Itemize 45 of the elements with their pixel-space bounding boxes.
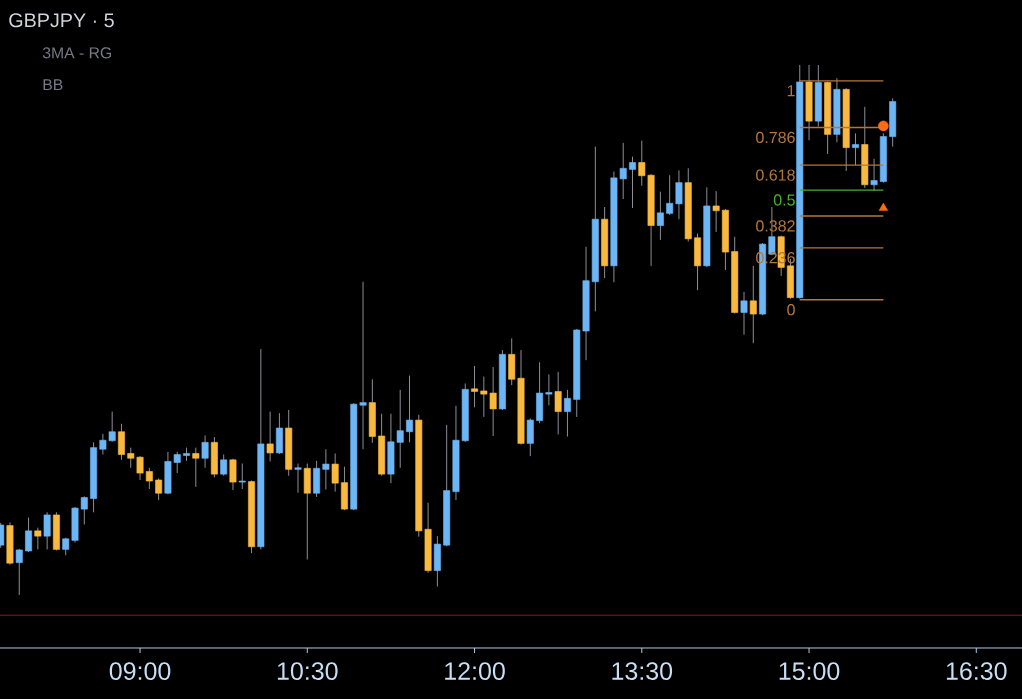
candlestick — [545, 374, 553, 406]
candlestick — [526, 417, 534, 457]
candlestick — [471, 365, 478, 408]
candlestick — [118, 423, 125, 461]
candlestick — [666, 174, 674, 216]
candlestick — [322, 448, 330, 491]
candlestick — [34, 527, 42, 550]
candlestick — [192, 447, 200, 488]
x-tick-label: 16:30 — [946, 662, 1007, 680]
candlestick — [229, 458, 237, 491]
candlestick — [155, 477, 163, 501]
candlestick — [43, 511, 51, 550]
series-label: 0.618 — [756, 169, 795, 181]
candlestick — [656, 191, 664, 241]
candlestick — [145, 467, 153, 490]
chart-title: GBPJPY · 5 — [9, 13, 114, 28]
candlestick — [852, 132, 859, 166]
candlestick — [749, 265, 757, 344]
series-label: 0.382 — [756, 220, 795, 232]
candlestick — [870, 158, 878, 192]
candlestick — [406, 375, 413, 443]
candlestick — [554, 371, 562, 435]
series-label: 0 — [787, 304, 795, 316]
candlestick — [564, 389, 571, 438]
candlestick — [201, 434, 209, 469]
x-tick-label: 09:00 — [109, 662, 171, 680]
candlestick — [294, 463, 302, 494]
annotation: BB — [43, 79, 63, 91]
series-label: 0.5 — [773, 194, 795, 206]
candlestick — [15, 548, 23, 596]
candlestick — [740, 291, 748, 336]
candlestick — [266, 411, 274, 462]
candlestick — [675, 169, 683, 220]
x-tick-label: 12:00 — [445, 662, 505, 680]
x-tick-label: 13:30 — [612, 662, 673, 680]
candlestick — [238, 463, 246, 490]
x-tick-label: 15:00 — [779, 662, 840, 680]
x-tick-label: 10:30 — [277, 662, 338, 680]
candlestick — [25, 517, 33, 553]
text: 3MA - RG — [42, 47, 112, 59]
candlestick — [629, 156, 636, 209]
series-label: 0.786 — [756, 131, 795, 144]
candlestick — [331, 452, 339, 493]
candlestick — [712, 190, 720, 233]
candlestick — [220, 454, 228, 477]
